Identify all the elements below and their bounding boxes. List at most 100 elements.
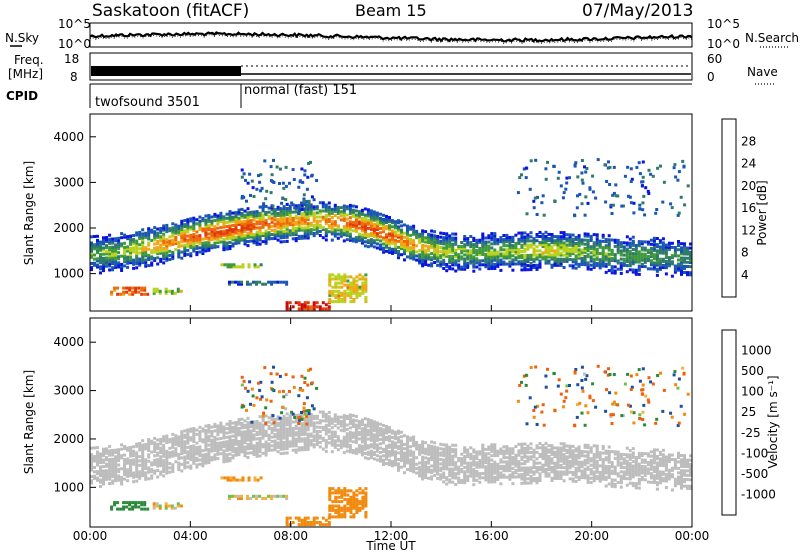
velocity-cell-1582 (454, 454, 458, 458)
power-cell-2859 (298, 209, 302, 212)
power-cell-145 (123, 235, 127, 239)
power-cell-2229 (613, 259, 617, 263)
power-cell-2909 (629, 201, 633, 205)
power-cell-104 (114, 257, 118, 261)
velocity-cell-336 (171, 465, 175, 469)
power-cell-840 (282, 215, 286, 219)
power-cell-2737 (364, 283, 368, 287)
velocity-cell-1382 (409, 453, 413, 457)
power-cell-2135 (589, 251, 593, 255)
power-cell-1517 (442, 262, 446, 266)
power-cell-1062 (336, 226, 340, 230)
velocity-cell-570 (222, 425, 226, 429)
velocity-cell-735 (258, 428, 262, 432)
power-colorbar-frame (721, 118, 737, 298)
power-cell-82 (108, 241, 112, 245)
power-cell-2772 (580, 159, 584, 162)
velocity-cell-245 (147, 442, 151, 446)
power-cell-1940 (544, 259, 548, 263)
power-cell-164 (129, 246, 133, 250)
power-cell-1503 (436, 237, 440, 241)
power-cell-28 (96, 243, 99, 246)
power-cell-2788 (278, 167, 282, 171)
power-cell-432 (192, 235, 196, 239)
velocity-cell-564 (222, 440, 226, 444)
power-cell-1143 (354, 205, 358, 209)
power-cell-700 (252, 237, 256, 241)
power-cell-2289 (628, 243, 632, 247)
power-cell-1815 (511, 240, 515, 243)
velocity-cell-478 (204, 457, 208, 461)
power-cell-900 (297, 237, 301, 240)
power-cell-2012 (559, 243, 563, 247)
power-cell-1569 (451, 244, 455, 248)
power-cell-1237 (375, 223, 379, 227)
power-cell-2437 (667, 245, 671, 249)
velocity-cell-1905 (532, 448, 536, 452)
velocity-cell-1803 (508, 451, 512, 455)
power-cell-2446 (670, 241, 674, 245)
power-cell-2032 (565, 257, 569, 261)
cpid-panel: CPID twofsound 3501 normal (fast) 151 (6, 83, 692, 110)
power-cell-2554 (170, 289, 174, 293)
velocity-cell-1711 (487, 463, 491, 467)
power-cell-774 (267, 214, 271, 218)
velocity-cell-26 (96, 459, 99, 463)
velocity-cell-1117 (348, 415, 352, 419)
velocity-cell-589 (228, 443, 232, 447)
power-cell-1484 (433, 244, 437, 248)
velocity-cell-1746 (493, 445, 497, 449)
power-cell-1799 (508, 248, 512, 252)
power-cell-1235 (375, 228, 379, 231)
power-cell-1397 (412, 239, 416, 243)
velocity-cell-572 (225, 457, 229, 461)
velocity-cell-421 (189, 438, 193, 442)
velocity-cell-660 (243, 445, 247, 449)
power-cell-2722 (358, 273, 362, 277)
power-cell-1053 (333, 220, 337, 224)
power-cell-893 (294, 220, 298, 224)
power-cell-2249 (619, 263, 623, 267)
power-cell-758 (264, 231, 268, 235)
power-cell-1196 (366, 210, 370, 214)
velocity-cell-523 (213, 446, 217, 450)
power-cell-1618 (463, 235, 467, 238)
power-cell-2763 (293, 206, 297, 210)
velocity-cell-292 (159, 440, 163, 444)
power-cell-1440 (424, 260, 428, 264)
velocity-cell-687 (249, 444, 253, 448)
power-cell-2566 (240, 280, 243, 284)
velocity-cell-1552 (448, 461, 452, 464)
velocity-cell-1273 (385, 453, 388, 457)
velocity-cell-181 (135, 479, 139, 483)
velocity-cell-1100 (345, 427, 349, 431)
power-cell-214 (141, 246, 145, 250)
velocity-cell-1752 (496, 469, 500, 473)
velocity-cell-676 (246, 436, 250, 440)
velocity-cell-285 (159, 459, 163, 463)
power-cell-2182 (601, 256, 605, 260)
velocity-cell-133 (120, 447, 124, 451)
power-cell-2802 (556, 176, 560, 180)
velocity-cell-1895 (532, 477, 536, 480)
velocity-cell-138 (123, 468, 127, 472)
power-cell-618 (234, 229, 238, 233)
velocity-cell-365 (177, 442, 181, 445)
power-cell-2769 (278, 207, 282, 210)
velocity-cell-260 (153, 460, 157, 464)
velocity-cell-1787 (505, 456, 509, 460)
power-cell-661 (243, 230, 247, 234)
velocity-cell-413 (189, 464, 193, 468)
power-cell-1326 (397, 254, 400, 258)
power-cell-2518 (119, 292, 123, 296)
power-cell-140 (123, 252, 127, 256)
power-cell-809 (276, 218, 280, 222)
velocity-cell-1764 (499, 464, 503, 468)
velocity-cell-434 (192, 440, 196, 443)
power-cell-262 (153, 242, 157, 246)
power-cell-535 (216, 236, 220, 240)
power-cell-534 (216, 239, 220, 242)
velocity-cell-1930 (541, 465, 545, 469)
power-cell-786 (270, 206, 274, 210)
velocity-cell-1778 (502, 451, 506, 455)
